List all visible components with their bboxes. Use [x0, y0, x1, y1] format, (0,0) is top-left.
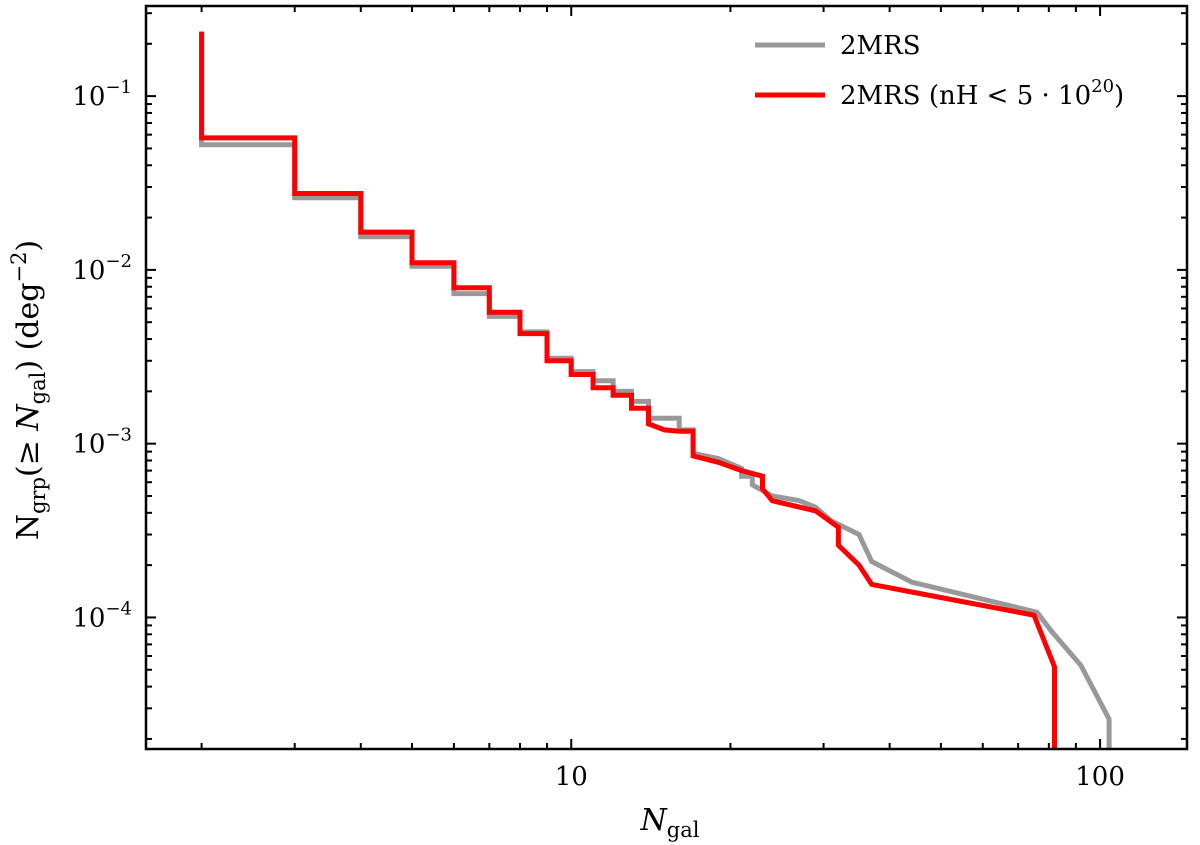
legend-label-2mrs-nh: 2MRS (nH < 5 · 1020): [840, 76, 1124, 111]
legend-label-2mrs: 2MRS: [840, 31, 921, 61]
x-axis-label: Ngal: [640, 803, 700, 842]
plot-frame: [144, 4, 1189, 751]
y-axis-label: Ngrp(≥ Ngal) (deg−2): [7, 240, 50, 540]
y-tick-label: 10−2: [72, 251, 132, 286]
ticks-layer: 10 100 10−1 10−2 10−3 10−4: [72, 6, 1187, 792]
series-line-1: [199, 31, 1057, 749]
legend: 2MRS 2MRS (nH < 5 · 1020): [755, 31, 1124, 111]
series-layer: [199, 31, 1112, 749]
y-tick-label: 10−4: [72, 598, 132, 633]
y-tick-label: 10−3: [72, 425, 132, 460]
x-tick-label: 100: [1075, 762, 1125, 792]
x-tick-label: 10: [555, 762, 588, 792]
y-tick-label: 10−1: [72, 77, 132, 112]
series-line-0: [199, 31, 1112, 749]
